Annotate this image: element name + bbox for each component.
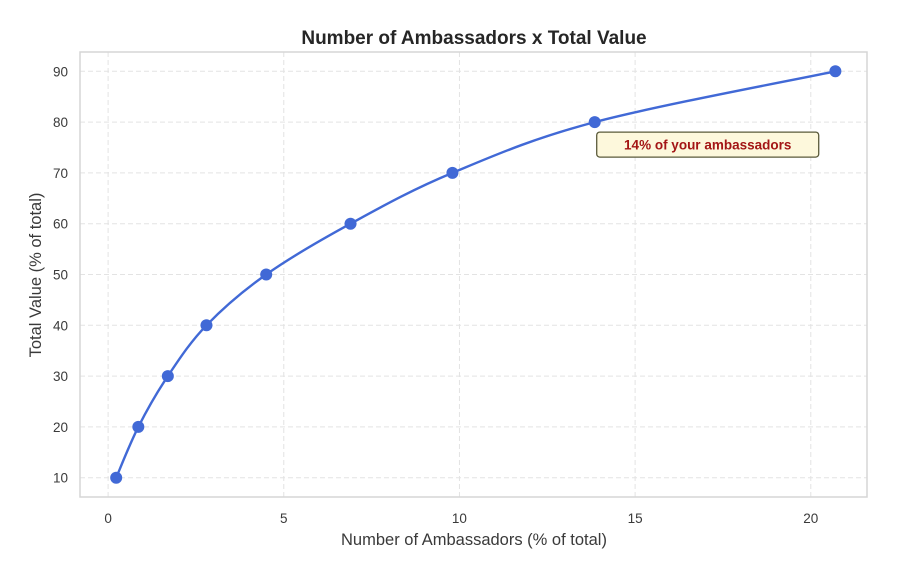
data-point-markers bbox=[110, 65, 842, 484]
y-tick-label: 60 bbox=[53, 217, 68, 232]
data-point bbox=[344, 217, 357, 230]
annotation: 14% of your ambassadors bbox=[596, 131, 820, 158]
y-tick-label: 70 bbox=[53, 166, 68, 181]
x-tick-label: 0 bbox=[104, 511, 112, 526]
data-point bbox=[161, 370, 174, 383]
y-tick-label: 80 bbox=[53, 115, 68, 130]
y-tick-label: 20 bbox=[53, 420, 68, 435]
x-axis-ticks: 0 5 10 15 20 bbox=[104, 511, 818, 526]
y-tick-label: 50 bbox=[53, 268, 68, 283]
x-axis-label: Number of Ambassadors (% of total) bbox=[341, 531, 607, 549]
x-tick-label: 20 bbox=[803, 511, 818, 526]
grid-lines bbox=[80, 52, 867, 497]
data-point bbox=[829, 65, 842, 78]
x-tick-label: 5 bbox=[280, 511, 288, 526]
annotation-text: 14% of your ambassadors bbox=[624, 138, 791, 153]
y-axis-label: Total Value (% of total) bbox=[27, 193, 45, 358]
y-tick-label: 30 bbox=[53, 369, 68, 384]
x-tick-label: 10 bbox=[452, 511, 467, 526]
data-point bbox=[110, 471, 123, 484]
y-tick-label: 40 bbox=[53, 318, 68, 333]
y-axis-ticks: 10 20 30 40 50 60 70 80 90 bbox=[53, 64, 68, 485]
y-tick-label: 10 bbox=[53, 471, 68, 486]
y-tick-label: 90 bbox=[53, 64, 68, 79]
x-tick-label: 15 bbox=[628, 511, 643, 526]
data-point bbox=[588, 116, 601, 129]
chart-title: Number of Ambassadors x Total Value bbox=[301, 28, 646, 49]
data-point bbox=[200, 319, 213, 332]
data-point bbox=[446, 166, 459, 179]
data-point bbox=[132, 420, 145, 433]
plot-frame bbox=[79, 51, 868, 498]
annotation-box bbox=[596, 131, 820, 158]
data-point bbox=[260, 268, 273, 281]
